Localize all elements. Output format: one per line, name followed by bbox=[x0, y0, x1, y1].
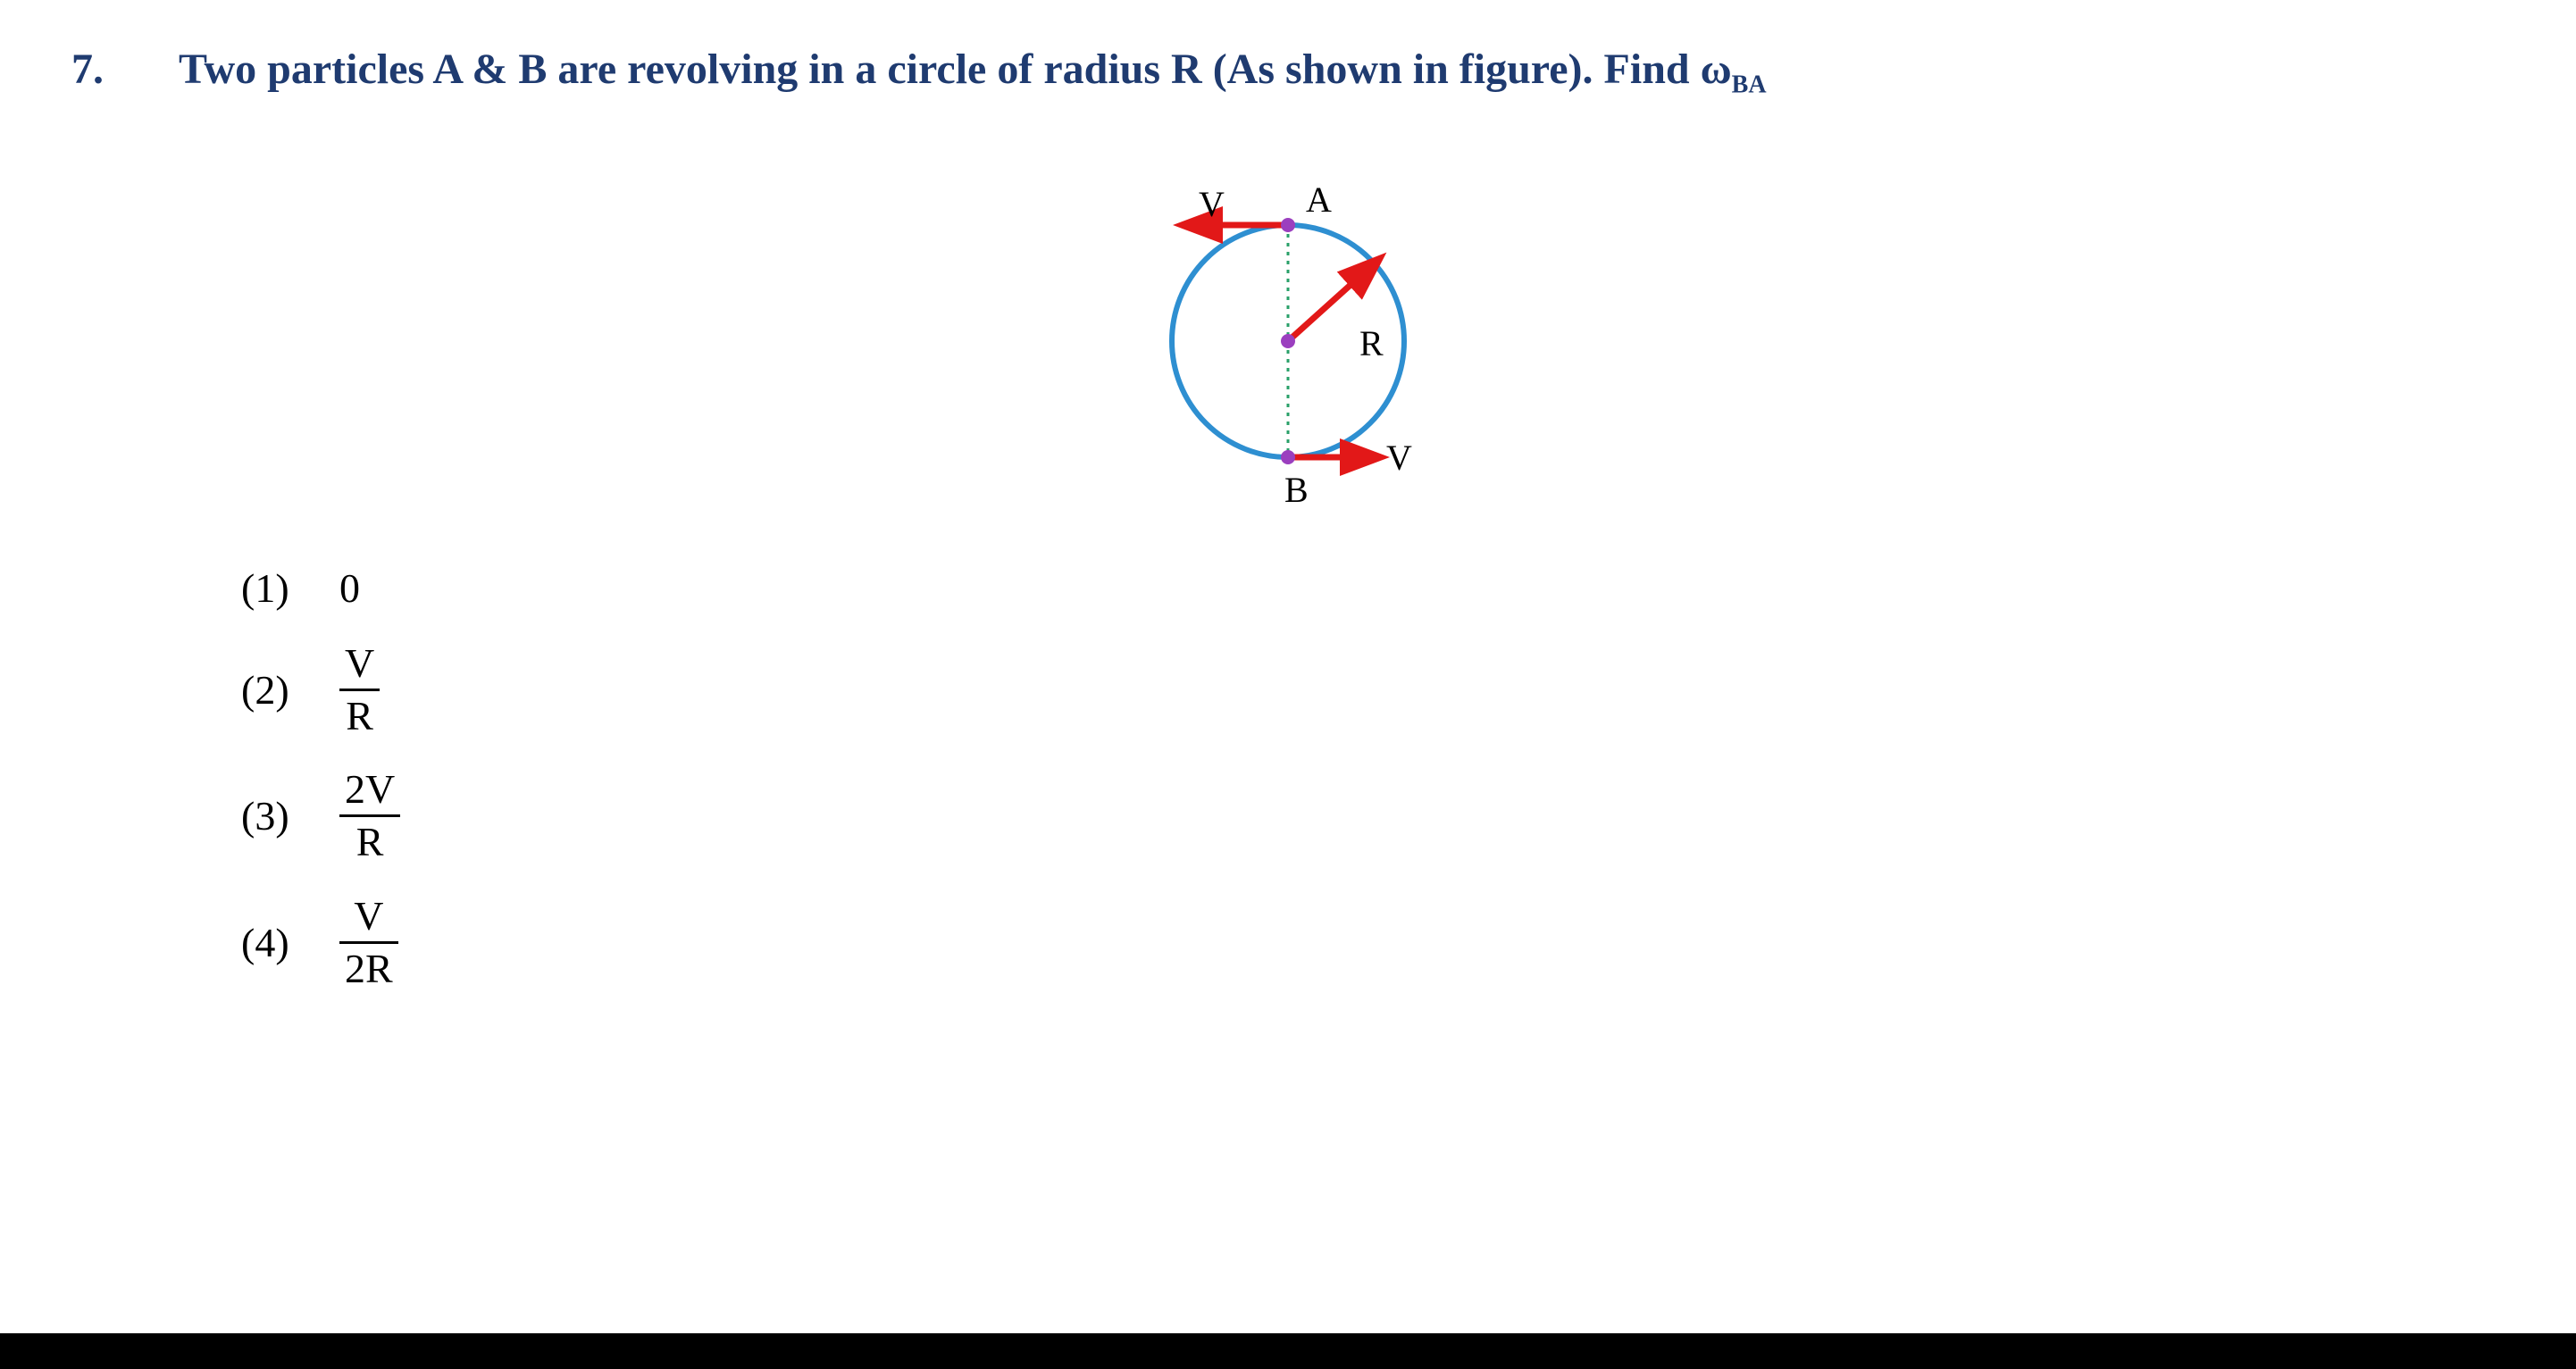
bottom-bar bbox=[0, 1333, 2576, 1369]
fraction-denominator: R bbox=[351, 821, 389, 864]
fraction-numerator: V bbox=[348, 895, 389, 938]
svg-text:V: V bbox=[1386, 438, 1412, 478]
option-fraction: 2V R bbox=[339, 768, 400, 864]
options-list: (1)0(2)VR(3)2VR(4)V2R bbox=[241, 564, 2505, 991]
option-2: (2)VR bbox=[241, 642, 2505, 739]
question-number: 7. bbox=[71, 45, 143, 94]
fraction-bar bbox=[339, 941, 398, 944]
option-3: (3)2V R bbox=[241, 768, 2505, 864]
question-text: Two particles A & B are revolving in a c… bbox=[179, 45, 2505, 100]
fraction-bar bbox=[339, 814, 400, 817]
svg-text:V: V bbox=[1199, 184, 1225, 224]
question-text-subscript: BA bbox=[1732, 71, 1767, 99]
svg-text:R: R bbox=[1359, 323, 1384, 363]
option-label: (3) bbox=[241, 792, 339, 839]
option-1: (1)0 bbox=[241, 564, 2505, 612]
figure-wrap: V A V B R bbox=[71, 118, 2505, 529]
page: 7. Two particles A & B are revolving in … bbox=[0, 0, 2576, 1369]
option-fraction: V 2R bbox=[339, 895, 398, 991]
fraction-numerator: 2V bbox=[339, 768, 400, 811]
option-value: 0 bbox=[339, 564, 360, 612]
option-label: (2) bbox=[241, 666, 339, 714]
option-label: (1) bbox=[241, 564, 339, 612]
option-fraction: VR bbox=[339, 642, 380, 739]
svg-text:B: B bbox=[1284, 470, 1309, 510]
fraction-denominator: 2R bbox=[339, 947, 398, 990]
fraction-denominator: R bbox=[340, 695, 379, 738]
question-text-main: Two particles A & B are revolving in a c… bbox=[179, 46, 1732, 93]
svg-text:A: A bbox=[1306, 179, 1332, 220]
figure-svg: V A V B R bbox=[1109, 118, 1467, 529]
option-label: (4) bbox=[241, 919, 339, 966]
fraction-numerator: V bbox=[339, 642, 380, 685]
fraction-bar bbox=[339, 689, 380, 691]
option-4: (4)V 2R bbox=[241, 895, 2505, 991]
question-row: 7. Two particles A & B are revolving in … bbox=[71, 45, 2505, 100]
